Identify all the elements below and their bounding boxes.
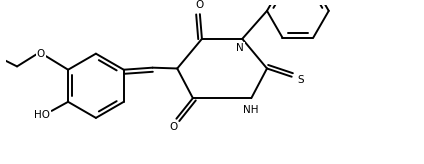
Text: O: O bbox=[37, 49, 45, 59]
Text: HO: HO bbox=[34, 110, 50, 120]
Text: O: O bbox=[169, 122, 177, 132]
Text: O: O bbox=[196, 0, 204, 10]
Text: N: N bbox=[236, 43, 244, 53]
Text: S: S bbox=[297, 75, 304, 85]
Text: NH: NH bbox=[243, 105, 258, 115]
